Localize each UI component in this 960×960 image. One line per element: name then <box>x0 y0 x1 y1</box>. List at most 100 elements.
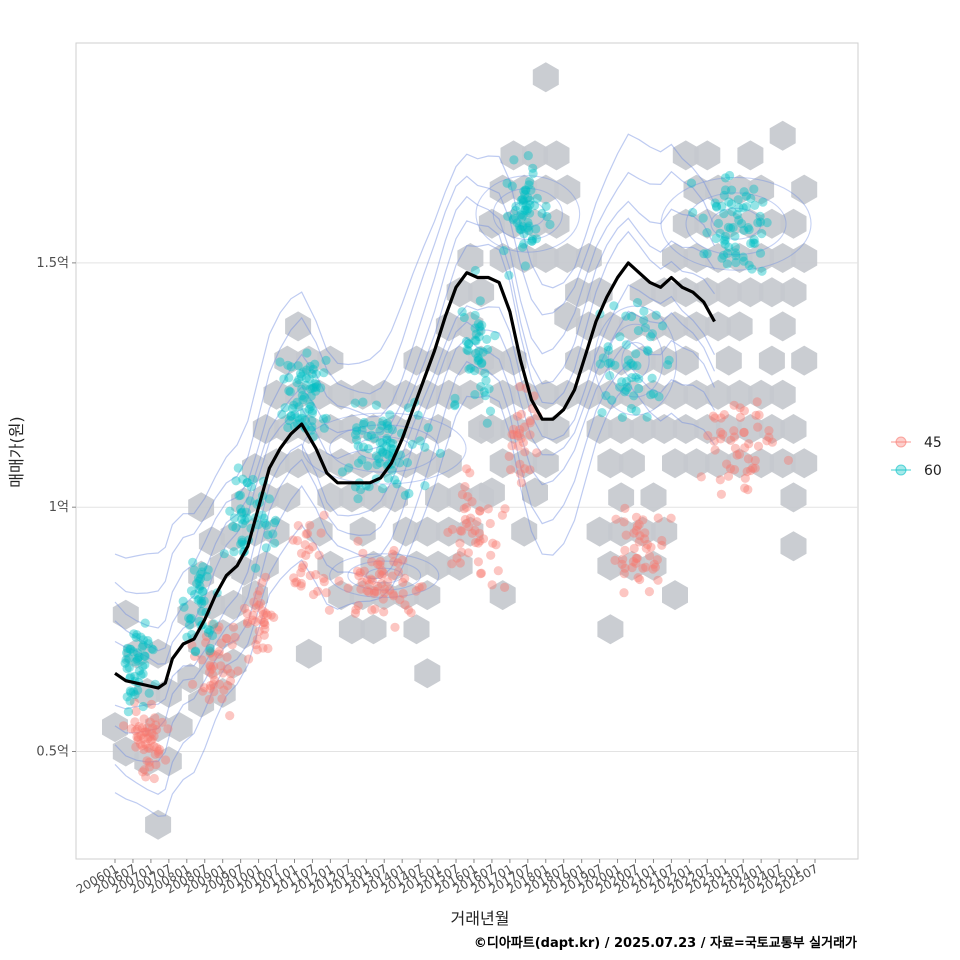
point-45 <box>189 651 200 662</box>
point-45 <box>371 586 382 597</box>
point-60 <box>525 176 535 187</box>
point-60 <box>607 395 617 405</box>
point-60 <box>377 438 388 448</box>
point-60 <box>515 224 525 234</box>
point-60 <box>352 423 362 433</box>
point-45 <box>134 721 144 732</box>
hexbin-cell <box>737 414 764 444</box>
point-60 <box>236 508 246 518</box>
point-60 <box>520 189 530 200</box>
point-60 <box>741 202 752 212</box>
hexbin-cell <box>608 345 635 376</box>
point-45 <box>155 744 165 755</box>
point-60 <box>122 643 132 653</box>
point-60 <box>292 397 302 407</box>
hexbin-cell <box>295 638 322 669</box>
hexbin-cell <box>123 638 150 669</box>
point-60 <box>394 458 405 468</box>
point-60 <box>205 643 215 654</box>
point-45 <box>666 513 676 523</box>
hexbin-cell <box>705 448 732 479</box>
density-contour-ring <box>594 305 677 416</box>
point-45 <box>746 465 756 476</box>
point-60 <box>234 491 244 501</box>
point-60 <box>647 373 657 383</box>
point-60 <box>372 460 382 470</box>
point-45 <box>258 643 268 653</box>
point-60 <box>306 425 316 435</box>
point-60 <box>626 403 637 414</box>
hexbin-cell <box>597 379 624 410</box>
hexbin-cell <box>662 448 688 479</box>
point-60 <box>371 400 381 410</box>
point-60 <box>463 339 474 349</box>
point-60 <box>719 190 729 200</box>
point-45 <box>486 550 496 560</box>
point-60 <box>633 326 644 336</box>
point-60 <box>299 392 310 402</box>
point-45 <box>300 540 310 550</box>
point-45 <box>228 622 239 632</box>
point-60 <box>357 455 367 465</box>
point-45 <box>460 514 470 525</box>
point-45 <box>313 586 323 596</box>
hexbin-cell <box>597 448 624 479</box>
hexbin-cell <box>177 599 204 630</box>
hexbin-cell <box>683 243 710 273</box>
point-45 <box>657 540 667 550</box>
point-60 <box>138 635 148 645</box>
hexbin-cell <box>489 379 516 410</box>
point-45 <box>716 434 726 444</box>
point-60 <box>371 451 382 461</box>
point-60 <box>517 194 528 204</box>
y-tick-label: 1.5억 <box>36 256 69 271</box>
point-60 <box>384 451 394 461</box>
point-60 <box>471 329 481 339</box>
point-45 <box>133 735 143 745</box>
point-60 <box>363 444 373 454</box>
point-60 <box>504 270 514 280</box>
point-60 <box>499 246 509 256</box>
point-60 <box>464 364 474 374</box>
hexbin-cell <box>500 414 527 444</box>
hexbin-cell <box>328 448 355 479</box>
hexbin-cell <box>662 243 688 273</box>
point-45 <box>364 587 374 597</box>
point-60 <box>541 201 551 211</box>
point-60 <box>523 217 533 228</box>
point-45 <box>387 571 397 581</box>
point-60 <box>518 210 528 220</box>
point-45 <box>483 504 493 514</box>
point-60 <box>139 651 150 661</box>
point-60 <box>610 360 620 370</box>
density-contour <box>114 217 716 652</box>
point-60 <box>378 416 388 426</box>
point-60 <box>631 406 641 416</box>
point-60 <box>248 474 258 485</box>
point-60 <box>294 402 304 412</box>
point-45 <box>472 517 482 527</box>
point-60 <box>307 406 318 416</box>
point-60 <box>382 418 392 428</box>
point-45 <box>532 448 542 458</box>
hexbin-cell <box>737 277 764 308</box>
point-60 <box>657 321 668 331</box>
point-60 <box>720 239 730 249</box>
point-60 <box>190 647 200 657</box>
point-60 <box>192 579 202 589</box>
hexbin-cell <box>532 379 559 410</box>
point-60 <box>297 384 307 394</box>
point-60 <box>746 193 756 204</box>
point-45 <box>742 467 752 477</box>
point-45 <box>242 609 252 619</box>
point-45 <box>296 581 306 591</box>
point-45 <box>750 463 760 473</box>
hexbin-cell <box>392 448 419 479</box>
hexbin-cell <box>446 550 473 581</box>
density-contour-ring <box>660 176 812 271</box>
point-45 <box>447 559 457 569</box>
point-45 <box>304 545 314 555</box>
point-45 <box>252 634 262 645</box>
point-45 <box>289 573 299 583</box>
point-60 <box>382 421 393 431</box>
